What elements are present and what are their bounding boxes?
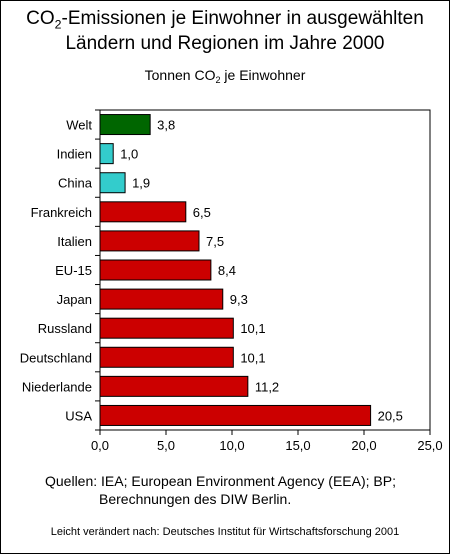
value-label: 11,2 — [255, 379, 279, 394]
category-label: Welt — [66, 118, 92, 133]
value-label: 9,3 — [230, 292, 248, 307]
value-label: 3,8 — [157, 118, 175, 133]
value-label: 1,9 — [132, 176, 150, 191]
category-label: Japan — [57, 292, 92, 307]
sources-line1: Quellen: IEA; European Environment Agenc… — [45, 473, 396, 489]
category-label: Indien — [57, 147, 92, 162]
category-label: Frankreich — [31, 205, 92, 220]
category-label: Niederlande — [22, 379, 92, 394]
value-label: 20,5 — [378, 408, 403, 423]
category-label: Russland — [38, 321, 92, 336]
bar-eu-15 — [99, 259, 212, 281]
bar-russland — [99, 317, 234, 339]
x-tick-label: 25,0 — [417, 438, 442, 453]
value-label: 10,1 — [240, 321, 265, 336]
bar-china — [99, 172, 126, 194]
x-tick-label: 15,0 — [285, 438, 310, 453]
sources-line2: Berechnungen des DIW Berlin. — [99, 491, 292, 507]
value-label: 7,5 — [206, 234, 224, 249]
x-tick-label: 10,0 — [219, 438, 244, 453]
category-label: China — [58, 176, 93, 191]
category-label: Deutschland — [20, 350, 92, 365]
category-label: USA — [65, 408, 92, 423]
footer-note: Leicht verändert nach: Deutsches Institu… — [50, 526, 400, 538]
value-label: 1,0 — [120, 147, 138, 162]
chart-subtitle: Tonnen CO2 je Einwohner — [144, 67, 306, 86]
bar-frankreich — [99, 201, 187, 223]
bar-italien — [99, 230, 200, 252]
category-label: Italien — [57, 234, 92, 249]
bar-japan — [99, 288, 224, 310]
bar-niederlande — [99, 375, 249, 397]
category-label: EU-15 — [55, 263, 92, 278]
bar-chart: Welt 3,8 Indien 1,0 China 1,9 Frankreich 6,5 Ita… — [20, 109, 443, 453]
bar-usa — [99, 404, 372, 426]
chart-title-line2: Ländern und Regionen im Jahre 2000 — [65, 33, 385, 54]
x-tick-label: 0,0 — [91, 438, 109, 453]
bar-deutschland — [99, 346, 234, 368]
value-label: 6,5 — [193, 205, 211, 220]
bar-welt — [99, 114, 151, 136]
x-tick-label: 5,0 — [157, 438, 175, 453]
x-tick-label: 20,0 — [351, 438, 376, 453]
bar-indien — [99, 143, 114, 165]
chart-title-line1: CO2-Emissionen je Einwohner in ausgewähl… — [26, 8, 424, 32]
value-label: 10,1 — [240, 350, 265, 365]
value-label: 8,4 — [218, 263, 236, 278]
